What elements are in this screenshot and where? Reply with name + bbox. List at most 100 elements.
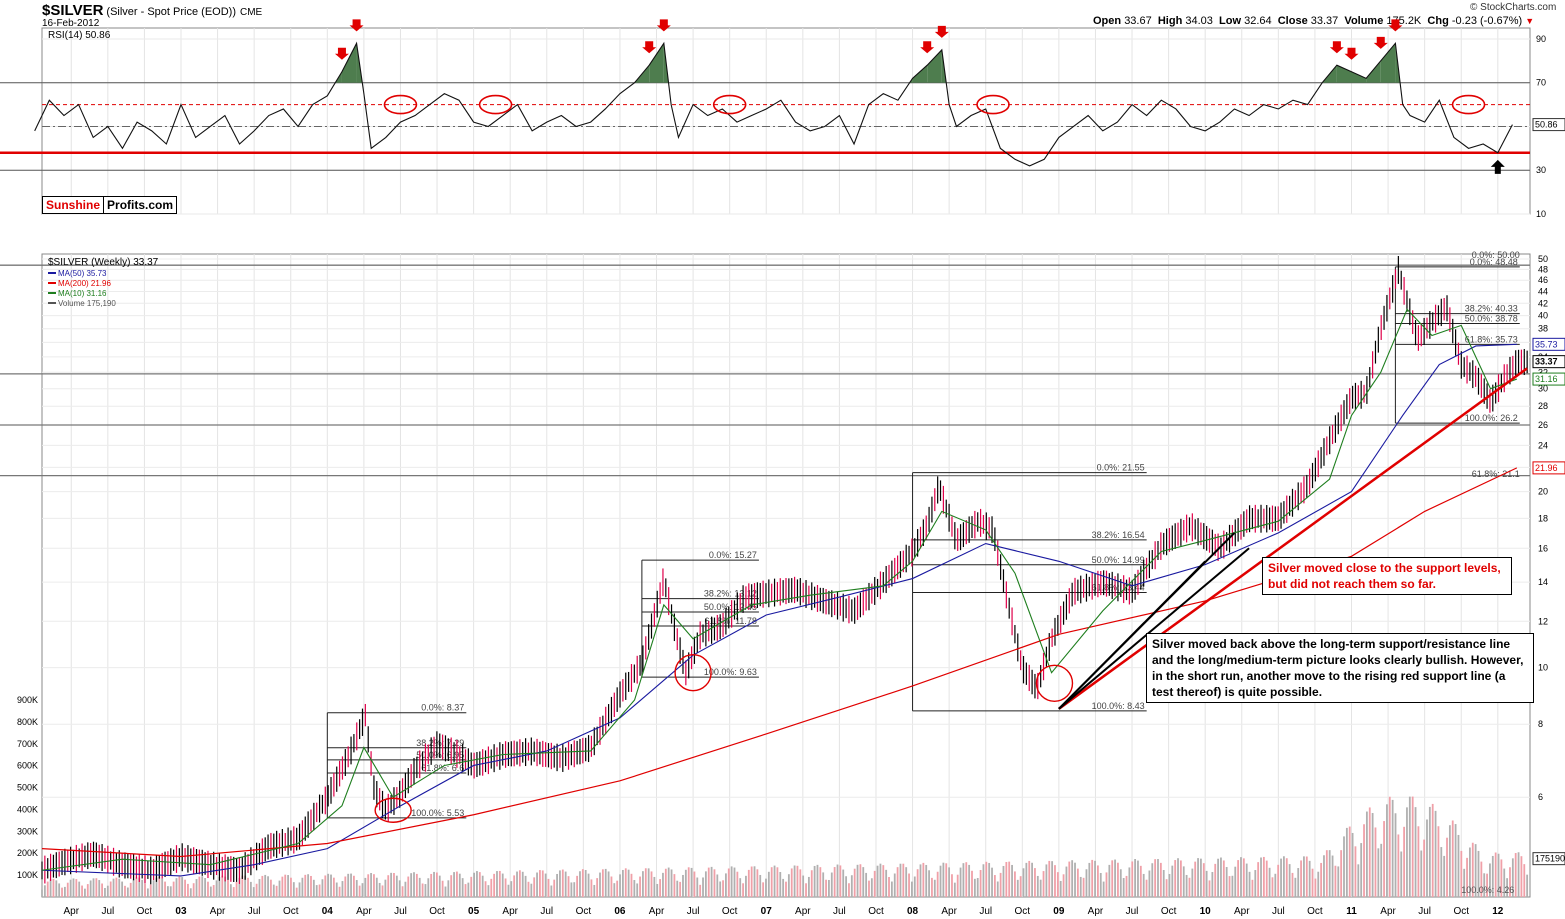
volume-bar <box>413 872 415 897</box>
volume-bar <box>1434 810 1437 897</box>
volume-bar <box>693 871 696 897</box>
volume-bar <box>793 865 796 897</box>
rsi-overbought-fill <box>1351 71 1367 83</box>
red-arrow-icon <box>1329 41 1344 54</box>
volume-bar <box>456 871 458 897</box>
volume-bar <box>1411 796 1414 897</box>
fib-level-label: 50.0%: 12.45 <box>704 602 757 612</box>
volume-bar <box>1314 878 1317 897</box>
volume-bar <box>544 873 547 897</box>
volume-bar <box>1351 832 1354 897</box>
volume-bar <box>1268 867 1271 897</box>
x-tick-label: 03 <box>175 906 187 917</box>
symbol-description: (Silver - Spot Price (EOD)) <box>106 6 236 18</box>
volume-bar <box>241 875 244 897</box>
volume-bar <box>916 869 919 897</box>
volume-bar <box>868 880 870 897</box>
volume-bar <box>753 866 756 897</box>
volume-bar <box>1288 864 1291 897</box>
volume-bar <box>1154 859 1157 897</box>
volume-bar <box>1360 843 1363 897</box>
volume-bar <box>458 873 461 897</box>
volume-bar <box>1071 860 1074 897</box>
volume-bar <box>559 870 561 897</box>
volume-bar <box>564 871 567 897</box>
price-y-tick-label: 28 <box>1538 401 1548 411</box>
volume-bar <box>1028 860 1031 897</box>
volume-bar <box>870 878 873 897</box>
volume-bar <box>1391 799 1394 897</box>
rsi-circle-marker <box>976 94 1010 115</box>
volume-bar <box>687 867 690 897</box>
volume-bar <box>722 880 724 897</box>
red-support-trendline <box>1058 367 1528 710</box>
volume-bar <box>925 864 928 897</box>
volume-bar <box>644 868 647 897</box>
volume-bar <box>1182 866 1185 897</box>
volume-bar <box>101 883 103 897</box>
volume-bar <box>719 881 722 897</box>
volume-bar <box>782 878 785 897</box>
volume-bar <box>650 871 653 897</box>
volume-bar <box>1377 848 1380 897</box>
volume-bar <box>184 879 186 897</box>
volume-bar <box>169 886 172 897</box>
volume-bar <box>232 887 235 897</box>
volume-bar <box>92 878 95 897</box>
volume-bar <box>1005 861 1008 897</box>
volume-bar <box>1463 868 1466 897</box>
price-y-tick-label: 16 <box>1538 543 1548 553</box>
volume-bar <box>126 887 129 897</box>
volume-bar <box>1526 874 1529 897</box>
volume-bar <box>290 877 292 897</box>
x-tick-label: Jul <box>1126 906 1139 917</box>
volume-bar <box>1025 862 1028 897</box>
volume-bar <box>1500 859 1503 897</box>
high-label: High <box>1157 15 1183 27</box>
volume-bar <box>1048 860 1051 897</box>
price-y-tick-label: 14 <box>1538 577 1548 587</box>
logo-part-sunshine: Sunshine <box>43 197 104 213</box>
volume-bar <box>1211 872 1214 897</box>
volume-y-tick-label: 900K <box>17 695 38 705</box>
volume-bar <box>310 875 312 897</box>
volume-bar <box>1097 865 1099 897</box>
volume-bar <box>141 879 144 897</box>
volume-bar <box>487 885 490 897</box>
chart-date: 16-Feb-2012 <box>42 18 100 29</box>
volume-bar <box>1085 869 1088 897</box>
volume-bar <box>810 870 813 897</box>
price-legend-item: MA(10) 31.16 <box>58 289 107 298</box>
volume-bar <box>842 869 845 897</box>
volume-bar <box>621 869 624 897</box>
volume-y-tick-label: 200K <box>17 848 38 858</box>
open-label: Open <box>1093 15 1122 27</box>
volume-bar <box>476 871 478 897</box>
price-series-line <box>41 467 1518 858</box>
volume-bar <box>501 873 504 897</box>
volume-bar <box>1200 858 1202 897</box>
volume-bar <box>355 880 358 897</box>
volume-bar <box>999 872 1002 897</box>
volume-bar <box>636 883 639 897</box>
x-tick-label: Jul <box>979 906 992 917</box>
volume-bar <box>1386 804 1388 897</box>
price-last-value: 31.16 <box>1535 374 1558 384</box>
volume-bar <box>833 867 836 897</box>
volume-bar <box>1011 864 1013 897</box>
volume-bar <box>1008 861 1011 897</box>
volume-bar <box>1300 860 1302 897</box>
volume-bar <box>991 867 993 897</box>
x-tick-label: 12 <box>1492 906 1504 917</box>
volume-bar <box>1320 862 1323 897</box>
volume-bar <box>112 878 115 897</box>
x-tick-label: Oct <box>429 906 445 917</box>
volume-bar <box>1494 852 1497 897</box>
volume-y-tick-label: 600K <box>17 761 38 771</box>
volume-bar <box>1179 860 1182 897</box>
sunshine-profits-logo: Sunshine Profits.com <box>42 196 178 214</box>
volume-bar <box>968 864 971 897</box>
volume-bar <box>939 865 942 897</box>
volume-last-value-box <box>1532 852 1565 866</box>
volume-bar <box>1222 860 1225 897</box>
